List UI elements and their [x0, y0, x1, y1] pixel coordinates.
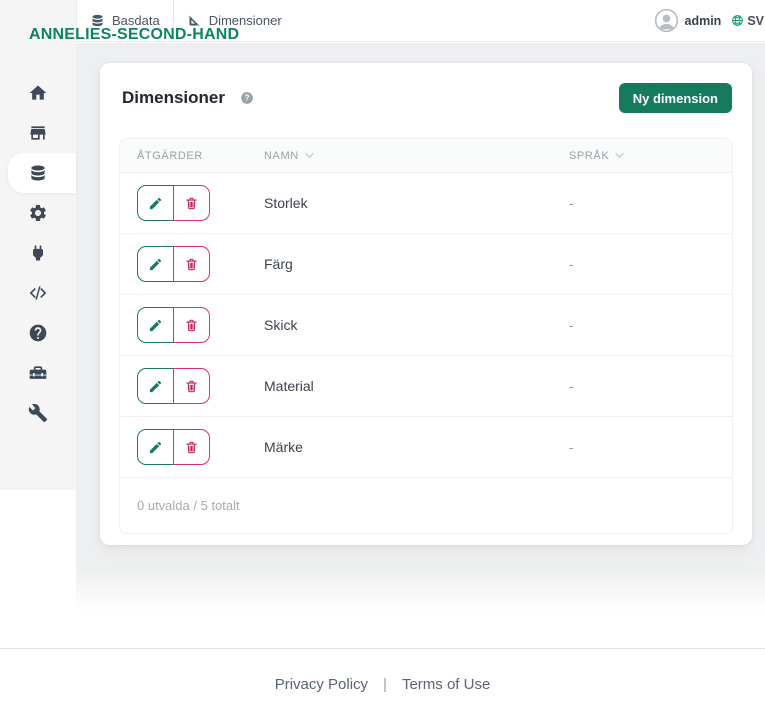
dimension-name: Färg	[264, 256, 293, 272]
pencil-icon	[149, 441, 162, 453]
database-icon	[28, 163, 48, 183]
trash-icon	[186, 441, 197, 453]
sidebar-item-toolbox[interactable]	[0, 353, 76, 393]
table-row[interactable]: Material -	[120, 356, 732, 417]
row-actions	[137, 307, 210, 343]
selection-summary: 0 utvalda / 5 totalt	[137, 498, 240, 513]
sidebar-item-plug[interactable]	[0, 233, 76, 273]
dimension-language: -	[569, 195, 574, 211]
footer-divider	[0, 648, 765, 649]
column-header-actions: ÅTGÄRDER	[137, 149, 203, 162]
delete-button[interactable]	[173, 368, 210, 404]
chevron-down-icon[interactable]	[614, 152, 625, 159]
dimension-name: Märke	[264, 439, 303, 455]
sidebar-item-database[interactable]	[8, 153, 76, 193]
pencil-icon	[149, 319, 162, 331]
dimension-language: -	[569, 256, 574, 272]
sidebar-item-settings-gear[interactable]	[0, 193, 76, 233]
page-title: Dimensioner	[122, 88, 225, 107]
wrench-icon	[28, 403, 48, 423]
table-footer: 0 utvalda / 5 totalt	[120, 478, 732, 533]
dimension-language: -	[569, 439, 574, 455]
settings-gear-icon	[28, 203, 48, 223]
edit-button[interactable]	[137, 185, 174, 221]
ruler-icon	[187, 13, 202, 28]
edit-button[interactable]	[137, 368, 174, 404]
trash-icon	[186, 258, 197, 270]
dimension-name: Storlek	[264, 195, 308, 211]
help-circle-icon[interactable]: ?	[240, 91, 254, 105]
toolbox-icon	[28, 363, 48, 383]
tab-basdata-label: Basdata	[112, 13, 160, 28]
code-icon	[28, 283, 48, 303]
store-icon	[28, 123, 48, 143]
page-footer: Privacy Policy | Terms of Use	[0, 649, 765, 720]
delete-button[interactable]	[173, 307, 210, 343]
tab-dimensioner-label: Dimensioner	[208, 13, 282, 28]
pencil-icon	[149, 197, 162, 209]
topbar: Basdata Dimensioner admin SV	[76, 0, 765, 42]
new-dimension-button[interactable]: Ny dimension	[618, 83, 732, 113]
plug-icon	[28, 243, 48, 263]
dimension-language: -	[569, 378, 574, 394]
table-body: Storlek - Färg -	[120, 173, 732, 478]
sidebar-nav	[0, 73, 76, 433]
sidebar-item-help[interactable]	[0, 313, 76, 353]
row-actions	[137, 185, 210, 221]
topbar-user-area: admin SV	[654, 0, 765, 41]
home-icon	[28, 83, 48, 103]
terms-of-use-link[interactable]: Terms of Use	[401, 676, 491, 693]
sidebar	[0, 0, 76, 490]
dimension-name: Skick	[264, 317, 298, 333]
svg-text:?: ?	[245, 94, 250, 103]
table-header-row: ÅTGÄRDER NAMN SPRÅK	[120, 139, 732, 173]
row-actions	[137, 368, 210, 404]
dimensions-table: ÅTGÄRDER NAMN SPRÅK	[119, 138, 733, 534]
delete-button[interactable]	[173, 185, 210, 221]
tab-dimensioner[interactable]: Dimensioner	[174, 0, 295, 41]
edit-button[interactable]	[137, 307, 174, 343]
column-header-name[interactable]: NAMN	[264, 150, 569, 162]
row-actions	[137, 246, 210, 282]
pencil-icon	[149, 258, 162, 270]
delete-button[interactable]	[173, 429, 210, 465]
delete-button[interactable]	[173, 246, 210, 282]
table-row[interactable]: Färg -	[120, 234, 732, 295]
sidebar-item-code[interactable]	[0, 273, 76, 313]
table-row[interactable]: Skick -	[120, 295, 732, 356]
table-row[interactable]: Storlek -	[120, 173, 732, 234]
trash-icon	[186, 319, 197, 331]
column-header-language[interactable]: SPRÅK	[569, 150, 732, 162]
table-row[interactable]: Märke -	[120, 417, 732, 478]
footer-separator: |	[383, 676, 387, 693]
dimensions-card: Dimensioner ? Ny dimension ÅTGÄRDER NAMN…	[100, 63, 752, 545]
tab-basdata[interactable]: Basdata	[77, 0, 174, 41]
chevron-down-icon[interactable]	[304, 152, 315, 159]
card-header: Dimensioner ? Ny dimension	[100, 63, 752, 113]
pencil-icon	[149, 380, 162, 392]
user-menu[interactable]: admin	[684, 13, 722, 28]
dimension-name: Material	[264, 378, 314, 394]
privacy-policy-link[interactable]: Privacy Policy	[274, 676, 369, 693]
sidebar-item-home[interactable]	[0, 73, 76, 113]
brand-logo[interactable]: ANNELIES-SECOND-HAND	[29, 26, 240, 43]
avatar-icon[interactable]	[654, 8, 679, 33]
edit-button[interactable]	[137, 246, 174, 282]
row-actions	[137, 429, 210, 465]
globe-icon[interactable]	[731, 14, 744, 27]
sidebar-item-wrench[interactable]	[0, 393, 76, 433]
edit-button[interactable]	[137, 429, 174, 465]
sidebar-item-store[interactable]	[0, 113, 76, 153]
dimension-language: -	[569, 317, 574, 333]
trash-icon	[186, 197, 197, 209]
language-switcher[interactable]: SV	[747, 13, 764, 28]
trash-icon	[186, 380, 197, 392]
help-icon	[28, 323, 48, 343]
database-icon	[90, 13, 105, 28]
